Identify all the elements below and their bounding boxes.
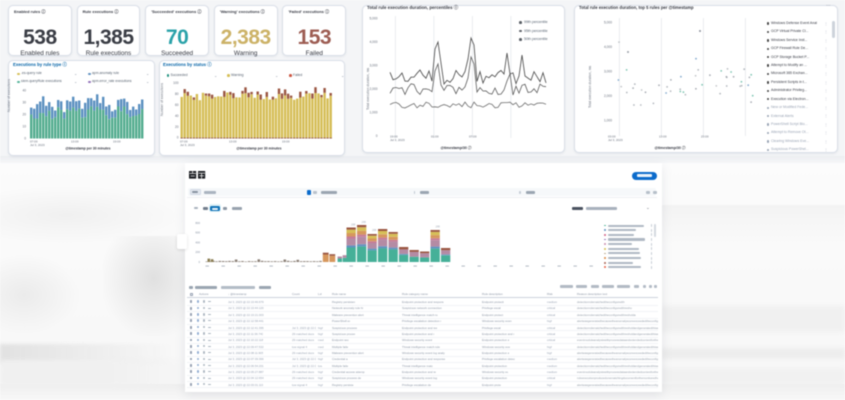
svg-text:20: 20	[174, 125, 178, 129]
svg-text:600: 600	[195, 231, 200, 235]
svg-text:13:00: 13:00	[659, 135, 667, 139]
svg-text:23:00: 23:00	[701, 135, 709, 139]
svg-text:19:00: 19:00	[282, 140, 290, 144]
svg-text:200: 200	[195, 250, 200, 254]
svg-text:01:00: 01:00	[431, 135, 439, 139]
svg-text:40: 40	[22, 89, 26, 93]
svg-text:800: 800	[195, 221, 200, 225]
svg-text:1,000: 1,000	[370, 111, 378, 115]
svg-text:19:00: 19:00	[113, 140, 121, 144]
svg-text:07:00: 07:00	[30, 140, 38, 144]
svg-text:1,000: 1,000	[604, 118, 612, 122]
svg-text:288: 288	[351, 223, 356, 227]
svg-text:288: 288	[435, 225, 440, 229]
svg-text:2,000: 2,000	[370, 87, 378, 91]
svg-text:400: 400	[195, 240, 200, 244]
svg-text:4,000: 4,000	[604, 45, 612, 49]
svg-text:Jul 3, 2023: Jul 3, 2023	[390, 138, 405, 142]
svg-text:@timestamp/30 ⓘ: @timestamp/30 ⓘ	[440, 145, 471, 150]
svg-text:288: 288	[372, 228, 377, 232]
svg-text:0: 0	[24, 137, 26, 141]
svg-text:3,000: 3,000	[370, 64, 378, 68]
svg-text:0: 0	[198, 260, 200, 264]
svg-text:03:00: 03:00	[608, 135, 616, 139]
svg-text:0: 0	[176, 136, 178, 140]
svg-text:13:00: 13:00	[71, 140, 79, 144]
svg-text:3,000: 3,000	[604, 70, 612, 74]
svg-text:40: 40	[174, 114, 178, 118]
svg-text:Jul 3, 2023: Jul 3, 2023	[608, 138, 623, 142]
svg-text:07:00: 07:00	[469, 135, 477, 139]
svg-text:20: 20	[22, 113, 26, 117]
svg-text:Jul 3, 2023: Jul 3, 2023	[180, 143, 195, 147]
svg-text:100: 100	[173, 81, 179, 85]
svg-text:07:00: 07:00	[180, 140, 188, 144]
svg-text:0: 0	[376, 134, 378, 138]
svg-text:10: 10	[22, 125, 26, 129]
svg-text:80: 80	[174, 92, 178, 96]
svg-text:19:00: 19:00	[390, 135, 398, 139]
svg-text:13:00: 13:00	[229, 140, 237, 144]
svg-text:2,000: 2,000	[604, 94, 612, 98]
svg-text:30: 30	[22, 101, 26, 105]
svg-text:@timestamp per 30 minutes: @timestamp per 30 minutes	[65, 147, 110, 151]
svg-text:60: 60	[174, 103, 178, 107]
svg-text:288: 288	[361, 220, 366, 224]
svg-text:5,000: 5,000	[604, 21, 612, 25]
svg-text:4,000: 4,000	[370, 40, 378, 44]
svg-text:@timestamp/30 ⓘ: @timestamp/30 ⓘ	[654, 145, 685, 150]
svg-text:Jul 3, 2023: Jul 3, 2023	[30, 143, 45, 147]
svg-text:5,000: 5,000	[370, 17, 378, 21]
svg-text:@timestamp per 30 minutes: @timestamp per 30 minutes	[236, 147, 281, 151]
